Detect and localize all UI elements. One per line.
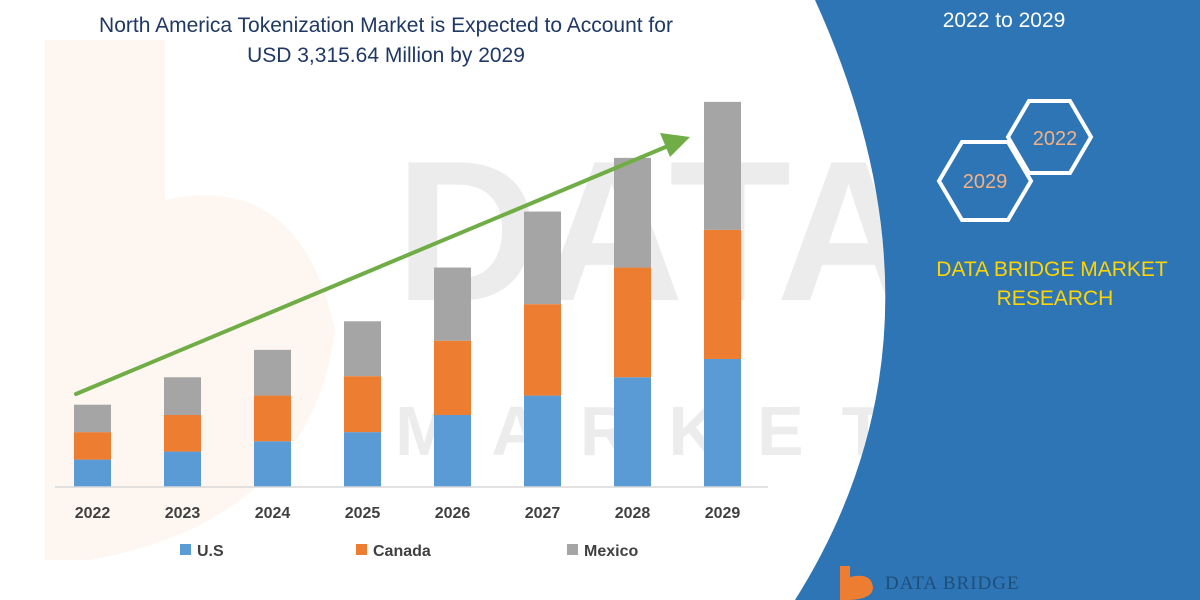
x-tick-label: 2024 — [255, 505, 291, 522]
bar-2024-canada — [254, 395, 291, 442]
x-tick-label: 2027 — [525, 505, 561, 522]
x-tick-label: 2028 — [615, 505, 651, 522]
bar-2022-us — [74, 459, 111, 487]
bar-2022-mexico — [74, 404, 111, 433]
legend-swatch — [180, 544, 191, 555]
bar-2026-us — [434, 415, 471, 487]
hexagon-2029-icon — [936, 140, 1034, 222]
bar-2027-canada — [524, 304, 561, 396]
bar-2027-us — [524, 395, 561, 487]
x-axis-ticks: 2022 2023 2024 2025 2026 2027 2028 2029 — [75, 505, 741, 522]
bar-2025-us — [344, 432, 381, 487]
legend-swatch — [356, 544, 367, 555]
bar-2028-us — [614, 377, 651, 487]
right-panel-background — [795, 0, 1200, 600]
legend: U.S Canada Mexico — [180, 543, 638, 560]
bar-2028-mexico — [614, 157, 651, 268]
bar-2026-canada — [434, 340, 471, 415]
trend-arrow-line — [74, 144, 670, 396]
bar-2027-mexico — [524, 211, 561, 305]
x-tick-label: 2026 — [435, 505, 471, 522]
legend-label: Mexico — [584, 543, 638, 560]
bar-2023-us — [164, 451, 201, 487]
hexagon-2022-label: 2022 — [1033, 128, 1078, 150]
trend-arrow — [74, 133, 690, 396]
legend-label: U.S — [197, 543, 224, 560]
legend-label: Canada — [373, 543, 431, 560]
x-tick-label: 2025 — [345, 505, 381, 522]
bar-2024-mexico — [254, 349, 291, 396]
x-tick-label: 2022 — [75, 505, 111, 522]
bar-2024-us — [254, 441, 291, 487]
legend-swatch — [567, 544, 578, 555]
bar-2025-canada — [344, 376, 381, 433]
company-logo-text: DATA BRIDGE — [885, 573, 1020, 594]
x-tick-label: 2023 — [165, 505, 201, 522]
bars-layer — [74, 101, 741, 487]
trend-arrowhead-icon — [660, 133, 690, 157]
hexagon-2029-label: 2029 — [963, 171, 1008, 193]
company-logo-icon — [840, 566, 873, 600]
bar-2028-canada — [614, 267, 651, 378]
chart-title-line-2: USD 3,315.64 Million by 2029 — [247, 44, 525, 67]
company-logo: DATA BRIDGE — [840, 566, 1020, 600]
bar-2022-canada — [74, 432, 111, 460]
x-tick-label: 2029 — [705, 505, 741, 522]
chart-title-line-1: North America Tokenization Market is Exp… — [99, 14, 673, 37]
bar-2026-mexico — [434, 267, 471, 341]
bar-2029-mexico — [704, 101, 741, 230]
bar-2029-canada — [704, 229, 741, 359]
period-label: 2022 to 2029 — [943, 9, 1066, 32]
bar-2025-mexico — [344, 321, 381, 377]
bar-2023-mexico — [164, 377, 201, 415]
brand-line-1: DATA BRIDGE MARKET — [936, 258, 1168, 281]
hexagon-2022-icon — [1005, 99, 1094, 175]
brand-line-2: RESEARCH — [997, 287, 1114, 310]
bar-2029-us — [704, 359, 741, 487]
bar-2023-canada — [164, 415, 201, 452]
